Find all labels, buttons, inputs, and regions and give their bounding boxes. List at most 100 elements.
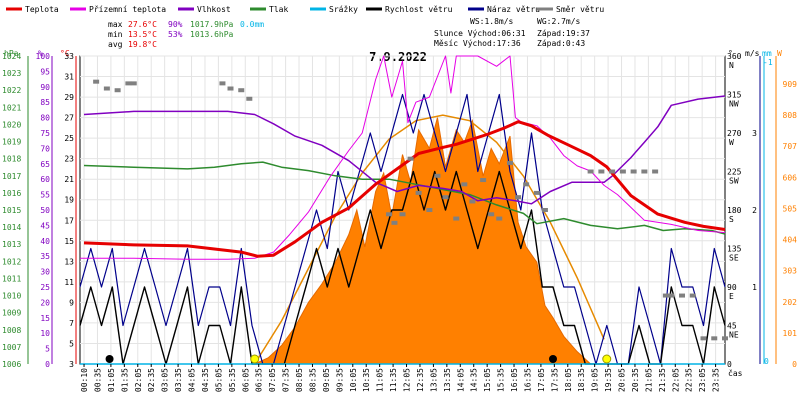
axis-time-tick: 20:35 — [631, 368, 640, 392]
wind-direction-point — [515, 195, 522, 200]
info-ws: WS:1.8m/s — [470, 17, 514, 26]
wind-direction-point — [598, 169, 605, 174]
wind-direction-point — [541, 208, 548, 212]
axis-time-tick: 19:35 — [604, 368, 613, 392]
axis-direction-compass: NW — [729, 100, 739, 109]
axis-hpa-tick: 1013 — [2, 240, 21, 249]
axis-direction-unit: ° — [728, 49, 733, 58]
wind-direction-point — [652, 169, 659, 174]
axis-direction-tick: 45 — [727, 322, 737, 331]
axis-direction-compass: W — [729, 138, 734, 147]
legend-item: Tlak — [250, 5, 288, 14]
stat-max-temp: 27.6°C — [128, 20, 157, 29]
axis-direction-tick: 180 — [727, 206, 742, 215]
axis-temperature-tick: 21 — [64, 175, 74, 184]
axis-rain-tick: -1 — [763, 58, 773, 67]
series-ground-temperature — [80, 55, 726, 260]
wind-direction-point — [488, 212, 495, 217]
axis-temperature-tick: 11 — [64, 278, 74, 287]
axis-percent-tick: 20 — [40, 298, 50, 307]
axis-time-tick: 01:35 — [120, 368, 129, 392]
axis-hpa-tick: 1018 — [2, 155, 21, 164]
axis-time-tick: 16:35 — [523, 368, 532, 392]
series-solar-area — [254, 117, 592, 365]
axis-time-tick: 09:35 — [335, 368, 344, 392]
axis-solar-tick: 505 — [783, 204, 798, 213]
axis-wind-tick: 1 — [752, 283, 757, 292]
stat-min-press: 1013.6hPa — [190, 30, 234, 39]
axis-time-tick: 00:10 — [80, 368, 89, 392]
axis-direction-tick: 360 — [727, 52, 742, 61]
axis-time-tick: 19:05 — [591, 368, 600, 392]
info-moon-set: Západ:0:43 — [537, 39, 585, 48]
info-moon-rise: Měsíc Východ:17:36 — [434, 39, 521, 48]
axis-rain: mm-1 0 — [762, 49, 773, 366]
axis-time-tick: 08:35 — [308, 368, 317, 392]
stat-avg-label: avg — [108, 40, 123, 49]
axis-solar-unit: W — [777, 49, 782, 58]
legend-item: Teplota — [6, 5, 59, 14]
axis-direction-tick: 270 — [727, 129, 742, 138]
wind-direction-point — [711, 336, 718, 341]
wind-direction-point — [587, 169, 594, 174]
axis-temperature: °C 3 5 7 9 11 13 15 17 19 21 23 25 27 29 31 33 — [60, 49, 77, 369]
axis-temperature-tick: 33 — [64, 52, 74, 61]
sun-sunset-marker — [602, 354, 612, 364]
axis-hpa-tick: 1011 — [2, 274, 21, 283]
legend-label: Teplota — [25, 5, 59, 14]
axis-percent-tick: 60 — [40, 175, 50, 184]
axis-percent-tick: 50 — [40, 206, 50, 215]
axis-temperature-tick: 29 — [64, 93, 74, 102]
sun-sunrise-marker — [250, 354, 260, 364]
axis-hpa-tick: 1024 — [2, 52, 21, 61]
axis-time-tick: 07:05 — [268, 368, 277, 392]
axis-percent-tick: 90 — [40, 83, 50, 92]
axis-time-tick: 12:05 — [403, 368, 412, 392]
axis-temperature-tick: 9 — [69, 298, 74, 307]
wind-direction-point — [103, 86, 110, 91]
axis-solar-tick: 707 — [783, 142, 798, 151]
axis-percent-tick: 10 — [40, 329, 50, 338]
wind-direction-point — [480, 178, 487, 183]
axis-time-tick: 00:35 — [93, 368, 102, 392]
stat-max-rain: 0.0mm — [240, 20, 264, 29]
axis-time-tick: 12:35 — [416, 368, 425, 392]
plot-area — [79, 55, 728, 365]
axis-hpa-tick: 1021 — [2, 103, 21, 112]
axis-time-tick: 15:05 — [483, 368, 492, 392]
axis-rain-tick: 0 — [764, 357, 769, 366]
wind-direction-point — [662, 293, 669, 298]
legend-label: Tlak — [269, 5, 288, 14]
axis-temperature-unit: °C — [60, 49, 70, 58]
axis-hpa-tick: 1009 — [2, 309, 21, 318]
axis-percent-tick: 35 — [40, 252, 50, 261]
axis-direction-compass: NE — [729, 331, 739, 340]
axis-percent-tick: 55 — [40, 191, 50, 200]
axis-hpa-tick: 1006 — [2, 360, 21, 369]
axis-percent-tick: 0 — [45, 360, 50, 369]
wind-direction-point — [700, 336, 707, 341]
axis-time-tick: 18:35 — [577, 368, 586, 392]
axis-time-tick: 17:05 — [537, 368, 546, 392]
axis-temperature-tick: 5 — [69, 339, 74, 348]
legend-item: Náraz větru — [468, 5, 540, 14]
axis-time-tick: 05:35 — [228, 368, 237, 392]
axis-time-unit: čas — [728, 368, 743, 378]
wind-direction-point — [469, 199, 476, 204]
axis-solar-tick: 404 — [783, 236, 798, 245]
axis-wind: m/s 1 2 3 — [745, 49, 761, 364]
wind-direction-point — [130, 81, 137, 86]
axis-wind-tick: 3 — [752, 129, 757, 138]
stat-max-press: 1017.9hPa — [190, 20, 234, 29]
axis-time-tick: 14:35 — [470, 368, 479, 392]
axis-temperature-tick: 3 — [69, 360, 74, 369]
axis-time-tick: 13:35 — [443, 368, 452, 392]
axis-time-tick: 11:05 — [376, 368, 385, 392]
axis-time-tick: 06:05 — [241, 368, 250, 392]
axis-direction-tick: 315 — [727, 91, 742, 100]
axis-time-tick: 15:35 — [497, 368, 506, 392]
axis-hpa-tick: 1022 — [2, 86, 21, 95]
axis-direction-tick: 0 — [727, 360, 732, 369]
series-pressure — [83, 161, 726, 235]
